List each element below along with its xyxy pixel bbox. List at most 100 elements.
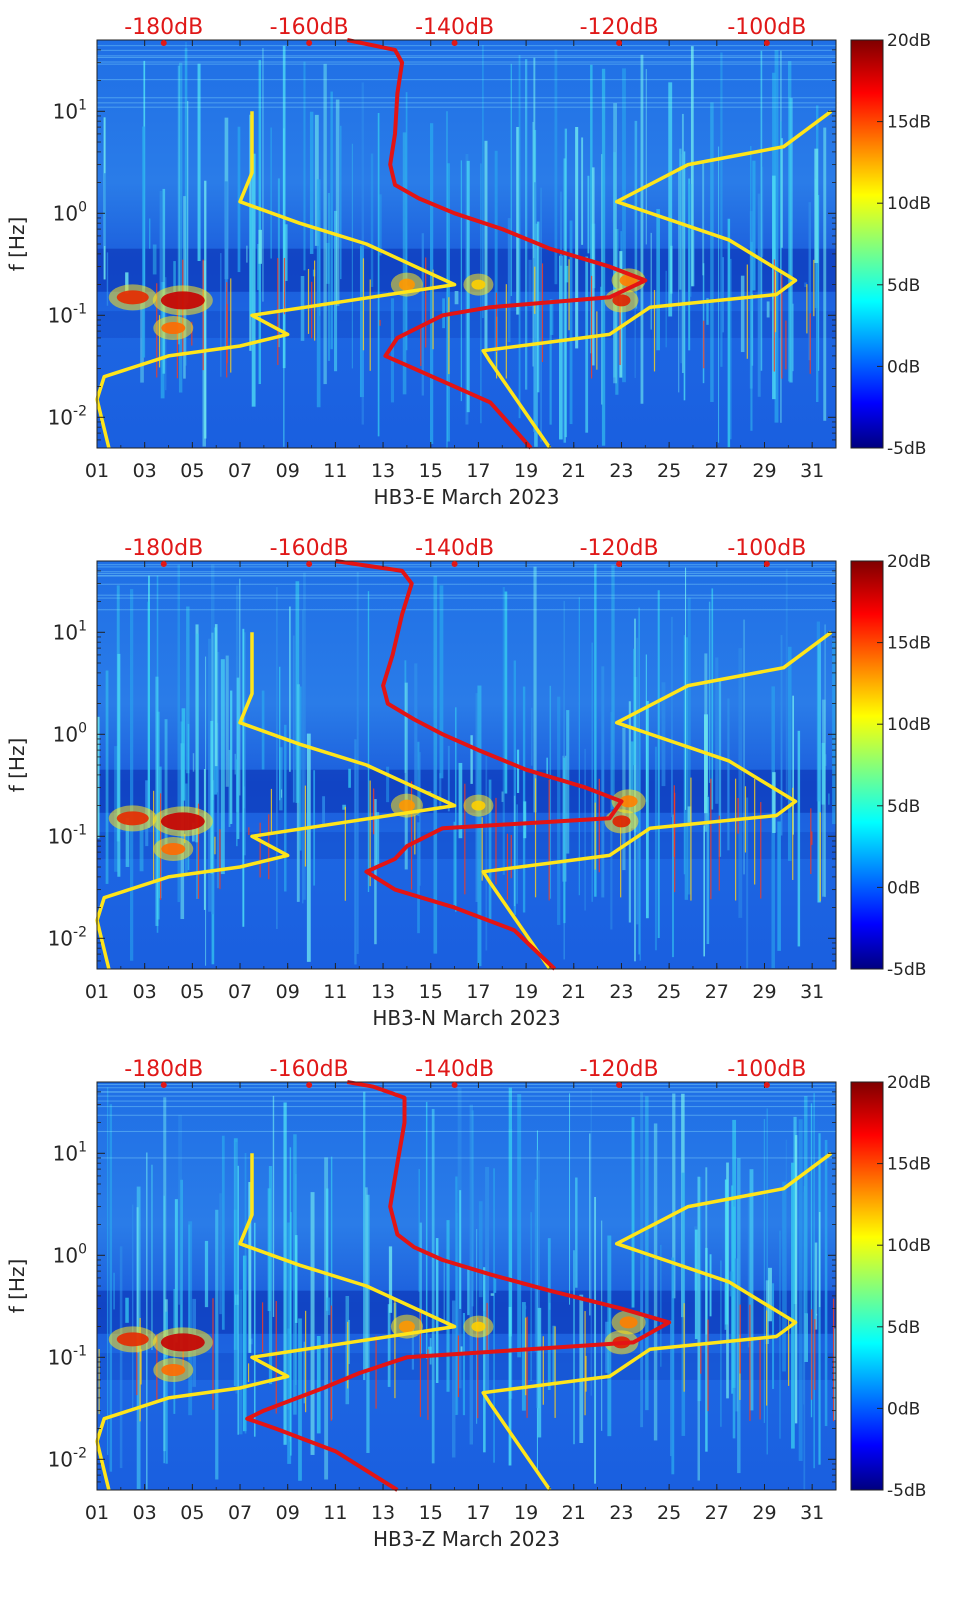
streak xyxy=(281,789,282,797)
streak xyxy=(581,137,583,244)
streak xyxy=(707,797,710,944)
spike xyxy=(806,284,807,333)
x-tick-label: 19 xyxy=(514,460,538,482)
streak xyxy=(711,588,713,809)
streak xyxy=(725,1284,727,1330)
h-line xyxy=(97,57,836,58)
streak xyxy=(565,129,567,438)
hot-spot xyxy=(471,280,485,290)
streak xyxy=(695,1230,698,1339)
spike xyxy=(427,1349,428,1419)
streak xyxy=(295,1235,298,1323)
streak xyxy=(388,1304,391,1387)
x-tick-label: 23 xyxy=(609,460,633,482)
h-line xyxy=(97,62,836,63)
streak xyxy=(444,1259,445,1322)
hot-spot xyxy=(612,815,630,827)
top-axis-marker xyxy=(764,561,770,567)
streak xyxy=(187,101,188,303)
streak xyxy=(761,51,763,371)
spike xyxy=(511,835,512,878)
streak xyxy=(149,218,150,248)
x-tick-label: 09 xyxy=(276,1502,300,1524)
streak xyxy=(688,184,691,297)
streak xyxy=(646,69,647,244)
streak xyxy=(107,1087,108,1455)
streak xyxy=(671,1258,674,1475)
streak xyxy=(365,1187,368,1371)
streak xyxy=(302,610,303,904)
streak xyxy=(575,1178,577,1288)
h-line xyxy=(97,45,836,46)
streak xyxy=(531,708,533,766)
streak xyxy=(819,1212,821,1307)
x-tick-label: 03 xyxy=(133,460,157,482)
streak xyxy=(273,1096,274,1317)
streak xyxy=(226,656,229,787)
x-tick-label: 07 xyxy=(228,460,252,482)
colorbar-tick-label: -5dB xyxy=(887,960,926,980)
streak xyxy=(750,146,751,257)
streak xyxy=(720,52,722,366)
streak xyxy=(430,1338,432,1364)
spike xyxy=(276,1301,277,1414)
h-line xyxy=(97,1084,836,1085)
x-tick-label: 17 xyxy=(466,981,490,1003)
x-tick-label: 07 xyxy=(228,981,252,1003)
streak xyxy=(352,144,353,369)
y-tick-label: 101 xyxy=(53,97,87,123)
hot-spot xyxy=(399,800,415,812)
streak xyxy=(259,60,261,384)
plot-area xyxy=(97,561,836,969)
streak xyxy=(485,1167,489,1394)
streak xyxy=(193,753,194,771)
streak xyxy=(746,798,748,969)
colorbar-tick-label: 20dB xyxy=(887,552,931,572)
hot-spot xyxy=(399,1321,415,1333)
x-tick-label: 23 xyxy=(609,981,633,1003)
streak xyxy=(702,163,704,275)
h-line xyxy=(97,79,836,80)
x-tick-label: 09 xyxy=(276,981,300,1003)
top-axis-label: -120dB xyxy=(580,1057,659,1082)
streak xyxy=(777,821,781,950)
streak xyxy=(279,667,280,800)
spike xyxy=(690,778,691,901)
h-line xyxy=(97,55,836,56)
streak xyxy=(269,1166,272,1384)
x-tick-label: 21 xyxy=(562,1502,586,1524)
x-tick-label: 29 xyxy=(752,460,776,482)
streak xyxy=(186,606,189,773)
streak xyxy=(613,103,617,383)
hot-spot xyxy=(161,322,185,334)
streak xyxy=(592,643,593,902)
streak xyxy=(671,617,673,817)
streak xyxy=(327,1298,331,1316)
x-tick-label: 31 xyxy=(800,1502,824,1524)
spike xyxy=(584,1311,585,1415)
streak xyxy=(215,624,218,766)
streak xyxy=(804,1096,807,1314)
streak xyxy=(106,671,109,884)
streak xyxy=(575,127,578,348)
streak xyxy=(803,1192,804,1405)
streak xyxy=(246,246,247,263)
streak xyxy=(601,666,604,897)
streak xyxy=(537,222,539,393)
x-tick-label: 15 xyxy=(419,981,443,1003)
streak xyxy=(276,587,278,929)
streak xyxy=(454,822,456,905)
streak xyxy=(434,765,437,870)
streak xyxy=(533,567,536,813)
top-axis-marker xyxy=(616,40,622,46)
streak xyxy=(550,300,552,425)
spike xyxy=(507,834,508,900)
top-axis-label: -180dB xyxy=(124,536,203,561)
streak xyxy=(296,581,300,803)
h-line xyxy=(97,1101,836,1102)
h-line xyxy=(97,1096,836,1097)
top-axis-marker xyxy=(764,40,770,46)
streak xyxy=(446,1220,449,1392)
